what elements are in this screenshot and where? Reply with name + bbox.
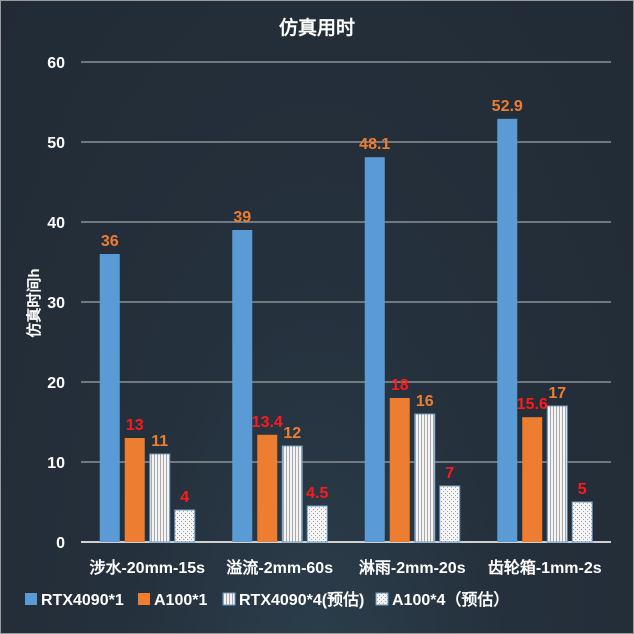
- y-tick-label: 30: [47, 295, 65, 312]
- bar: [389, 398, 410, 542]
- legend-swatch: [222, 592, 236, 606]
- bar: [439, 485, 461, 543]
- data-label: 12: [283, 425, 301, 442]
- bar: [99, 254, 120, 542]
- data-label: 4: [180, 489, 189, 506]
- data-label: 18: [391, 377, 409, 394]
- x-tick-label: 淋雨-2mm-20s: [359, 558, 466, 577]
- data-label: 52.9: [492, 98, 523, 115]
- bar: [124, 438, 145, 542]
- y-tick-label: 0: [56, 535, 65, 552]
- x-tick-label: 溢流-2mm-60s: [226, 558, 333, 577]
- bar: [364, 157, 385, 542]
- bar: [497, 118, 518, 543]
- y-tick-label: 60: [47, 55, 65, 72]
- data-label: 5: [578, 481, 587, 498]
- bar: [232, 230, 253, 542]
- data-label: 13.4: [252, 414, 283, 431]
- bar: [522, 417, 543, 542]
- legend-swatch: [25, 593, 37, 605]
- data-label: 13: [126, 417, 144, 434]
- y-tick-label: 10: [47, 455, 65, 472]
- legend-label: RTX4090*4(预估): [239, 590, 364, 609]
- data-label: 39: [233, 209, 251, 226]
- bar: [281, 445, 303, 543]
- bar: [546, 405, 568, 543]
- y-axis-label: 仿真时间h: [25, 268, 43, 337]
- data-label: 11: [151, 433, 168, 450]
- y-tick-label: 50: [47, 135, 65, 152]
- legend-label: A100*4（预估）: [392, 590, 509, 609]
- legend-swatch: [138, 593, 150, 605]
- bar: [414, 413, 436, 543]
- data-label: 36: [101, 233, 119, 250]
- bar: [306, 505, 328, 543]
- chart-title: 仿真用时: [279, 16, 355, 39]
- legend-swatch: [375, 592, 389, 606]
- y-tick-label: 20: [47, 375, 65, 392]
- data-label: 17: [548, 385, 566, 402]
- bar: [571, 501, 593, 543]
- data-label: 48.1: [359, 136, 390, 153]
- legend-label: RTX4090*1: [41, 592, 124, 609]
- x-tick-label: 涉水-20mm-15s: [89, 558, 205, 577]
- data-label: 15.6: [517, 396, 548, 413]
- x-tick-label: 齿轮箱-1mm-2s: [488, 558, 602, 577]
- bar: [149, 453, 171, 543]
- bar: [257, 434, 278, 542]
- bar: [174, 509, 196, 543]
- data-label: 4.5: [306, 485, 328, 502]
- y-tick-label: 40: [47, 215, 65, 232]
- legend-label: A100*1: [154, 592, 207, 609]
- data-label: 7: [445, 465, 454, 482]
- data-label: 16: [416, 393, 434, 410]
